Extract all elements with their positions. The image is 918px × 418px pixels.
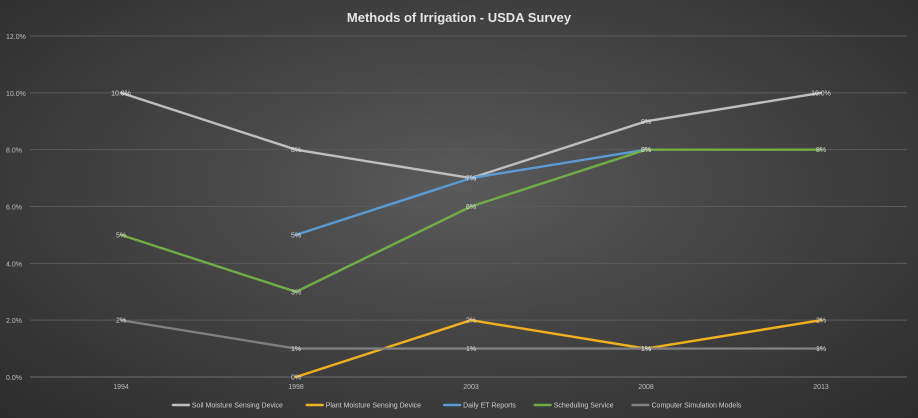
legend-item: Soil Moisture Sensing Device	[171, 403, 283, 410]
x-tick-label: 1994	[113, 384, 129, 391]
x-tick-label: 2013	[813, 384, 829, 391]
data-label: 3%	[291, 289, 301, 296]
data-label: 9%	[641, 119, 651, 126]
data-label: 8%	[641, 147, 651, 154]
series-line	[294, 148, 648, 237]
data-label: 1%	[291, 346, 301, 353]
legend-label: Soil Moisture Sensing Device	[192, 403, 283, 410]
data-label: 8%	[291, 147, 301, 154]
x-tick-label: 1998	[288, 384, 304, 391]
legend: Soil Moisture Sensing Device Plant Moistu…	[171, 403, 742, 410]
data-label: 1%	[641, 346, 651, 353]
legend-item: Daily ET Reports	[442, 403, 516, 410]
y-tick-label: 8.0%	[6, 148, 22, 155]
data-label: 5%	[291, 232, 301, 239]
series-line	[119, 148, 823, 293]
data-label: 2%	[116, 318, 126, 325]
y-tick-label: 0.0%	[6, 375, 22, 382]
data-label: 8%	[641, 147, 651, 154]
data-label: 1%	[641, 346, 651, 353]
data-label: 0%	[291, 375, 301, 382]
gridlines	[30, 35, 907, 378]
legend-item: Scheduling Service	[533, 403, 614, 410]
y-tick-label: 4.0%	[6, 261, 22, 268]
legend-label: Computer Simulation Models	[652, 403, 742, 410]
series-line	[119, 319, 823, 350]
y-tick-label: 12.0%	[6, 34, 26, 41]
y-tick-label: 6.0%	[6, 205, 22, 212]
series-lines	[119, 91, 823, 379]
data-label: 2%	[466, 318, 476, 325]
y-tick-label: 2.0%	[6, 318, 22, 325]
legend-label: Daily ET Reports	[463, 403, 516, 410]
data-label: 7%	[466, 176, 476, 183]
x-tick-label: 2003	[463, 384, 479, 391]
legend-item: Plant Moisture Sensing Device	[305, 403, 421, 410]
legend-label: Plant Moisture Sensing Device	[326, 403, 421, 410]
data-label: 5%	[116, 232, 126, 239]
data-label: 1%	[466, 346, 476, 353]
data-label: 10.0%	[811, 90, 831, 97]
data-labels: 10.0%8%7%9%10.0%0%2%1%2%5%7%8%5%3%6%8% 8%…	[111, 90, 831, 381]
axis-labels: 0.0% 2.0% 4.0% 6.0% 8.0% 10.0% 12.0% 1994 1998 20…	[6, 34, 829, 391]
data-label: 6%	[466, 204, 476, 211]
x-tick-label: 2008	[638, 384, 654, 391]
data-label: 10.0%	[111, 90, 131, 97]
chart-title: Methods of Irrigation - USDA Survey	[347, 10, 572, 25]
data-label: 8%	[816, 147, 826, 154]
data-label: 7%	[466, 176, 476, 183]
data-label: 2%	[816, 318, 826, 325]
legend-label: Scheduling Service	[554, 403, 614, 410]
series-line	[119, 91, 823, 180]
y-tick-label: 10.0%	[6, 91, 26, 98]
data-label: 1%	[816, 346, 826, 353]
legend-item: Computer Simulation Models	[631, 403, 742, 410]
